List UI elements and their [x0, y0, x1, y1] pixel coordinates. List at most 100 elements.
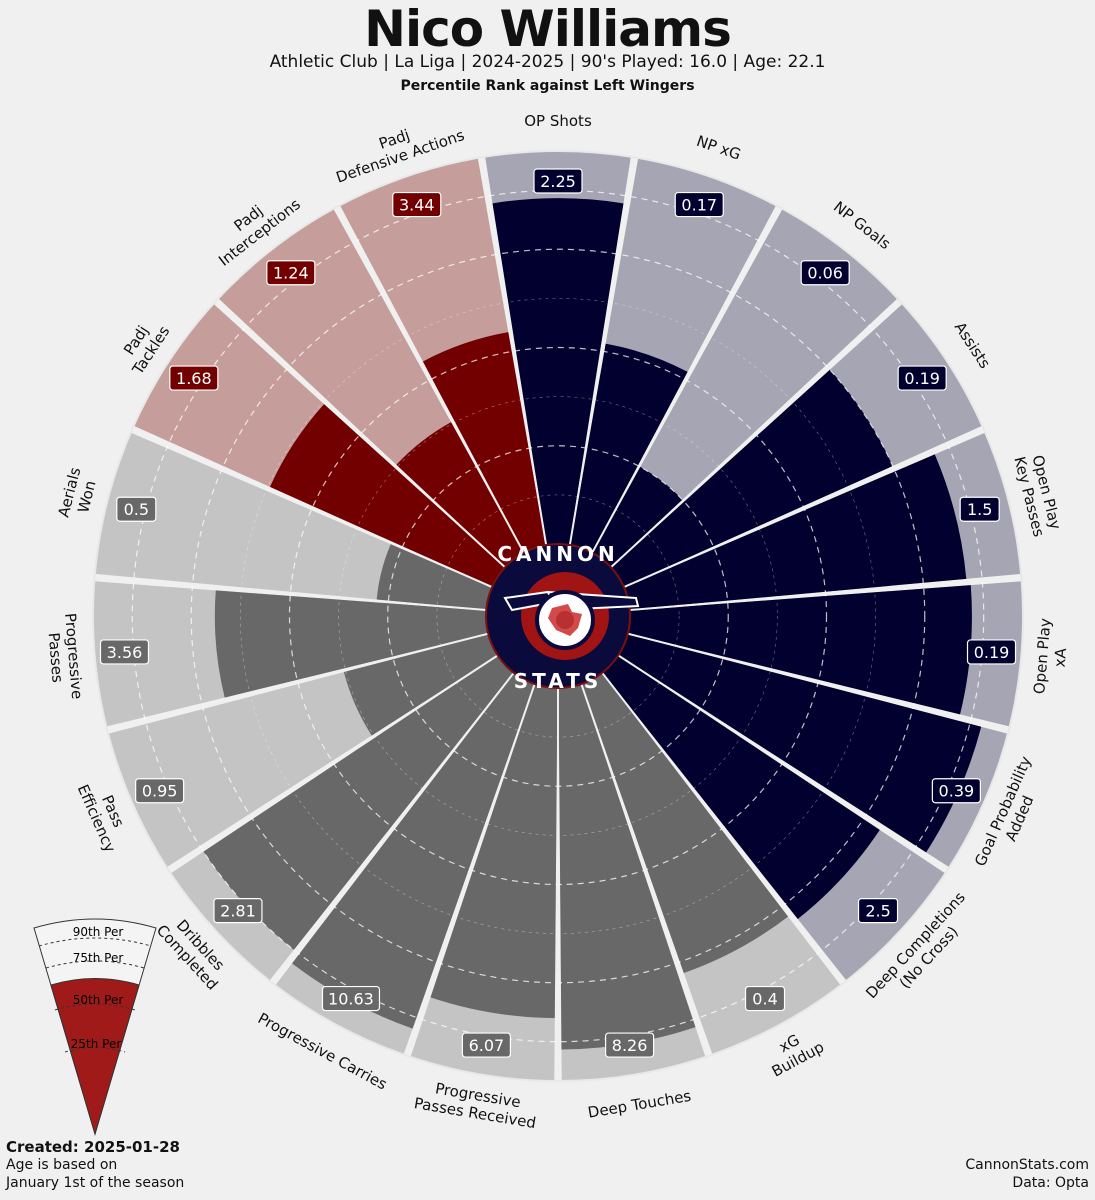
value-label-box: [800, 260, 850, 286]
slice-separator: [271, 672, 515, 984]
slice-separator: [480, 157, 548, 546]
value-label-box: [116, 496, 157, 522]
value-label: 2.5: [857, 898, 899, 924]
slice-bar: [376, 544, 492, 610]
value-label-box: [674, 191, 724, 218]
slice-bar: [269, 404, 505, 587]
site-credit: CannonStats.com: [965, 1157, 1089, 1173]
slice-bar-group: [203, 198, 982, 1050]
value-label: 0.19: [966, 639, 1017, 665]
value-label: 0.06: [800, 260, 850, 286]
slice-bar: [558, 684, 696, 1050]
slice-separator: [106, 632, 489, 732]
value-label-box: [533, 168, 583, 194]
slice-separator: [131, 428, 493, 588]
slice-separator: [94, 576, 487, 612]
metric-label: ProgressivePasses Received: [413, 1076, 541, 1132]
slice-bar: [570, 343, 688, 553]
value-label-box: [169, 365, 219, 391]
metric-label-line: Assists: [951, 319, 994, 372]
value-label-text: 0.5: [124, 500, 149, 519]
value-label-text: 0.06: [807, 264, 843, 283]
metric-label: AerialsWon: [54, 465, 101, 523]
comparison-caption: Percentile Rank against Left Wingers: [400, 78, 695, 94]
value-label-text: 1.5: [967, 500, 992, 519]
value-label-box: [461, 1032, 512, 1058]
slice-separator: [610, 300, 901, 568]
value-label: 0.39: [931, 778, 981, 804]
value-label: 2.25: [533, 168, 583, 194]
slice-background: [592, 208, 898, 567]
slice-separator: [335, 206, 525, 554]
footer-created: Created: 2025-01-28 Age is based on Janu…: [6, 1138, 184, 1192]
slice-bar: [214, 590, 489, 698]
slice-bar: [292, 673, 535, 1029]
created-date: Created: 2025-01-28: [6, 1138, 180, 1156]
slice-bar: [430, 684, 558, 1019]
slice-bar: [611, 369, 893, 587]
metric-label: OP Shots: [524, 112, 592, 130]
value-label-text: 6.07: [469, 1036, 505, 1055]
metric-label: NP xG: [694, 132, 743, 164]
slice-separator: [601, 672, 845, 984]
value-label: 0.95: [135, 778, 185, 804]
slice-separator: [580, 683, 710, 1057]
slice-bar: [203, 655, 514, 950]
metric-label: Deep Touches: [587, 1087, 693, 1122]
value-label: 6.07: [461, 1032, 512, 1058]
age-note-line1: Age is based on: [6, 1157, 118, 1173]
outer-ring: [92, 150, 1024, 1082]
value-label-box: [744, 985, 786, 1012]
value-label-box: [135, 778, 185, 804]
value-label: 0.5: [116, 496, 157, 522]
metric-label: Open PlayKey Passes: [1010, 450, 1065, 539]
slice-separator: [568, 157, 636, 546]
value-label-text: 2.81: [220, 902, 256, 921]
legend-90-label: 90th Per: [73, 925, 124, 939]
slice-bar: [624, 454, 967, 610]
value-label-text: 8.26: [612, 1036, 648, 1055]
metric-label-line: Deep Touches: [587, 1087, 693, 1122]
slice-bar: [492, 198, 624, 545]
slice-bar: [396, 422, 524, 567]
metric-label: ProgressivePasses: [43, 612, 86, 701]
player-name-title: Nico Williams: [364, 0, 732, 58]
slice-bar: [422, 332, 546, 553]
value-label-box: [99, 639, 150, 665]
value-label-text: 2.25: [540, 172, 576, 191]
footer-source: CannonStats.com Data: Opta: [965, 1156, 1089, 1192]
value-label-box: [897, 365, 947, 391]
value-label: 1.24: [266, 260, 316, 286]
value-label-text: 0.95: [142, 782, 178, 801]
value-label-box: [266, 260, 316, 286]
slice-separator: [617, 654, 948, 872]
slice-separator: [406, 683, 536, 1057]
slice-bar: [618, 634, 982, 853]
metric-label: Assists: [951, 319, 994, 372]
legend-75-label: 75th Per: [73, 951, 124, 965]
value-label-text: 0.19: [974, 643, 1010, 662]
value-label-box: [321, 985, 381, 1012]
slice-bar: [592, 466, 683, 567]
legend-25-label: 25th Per: [71, 1037, 122, 1051]
value-label-box: [213, 898, 263, 924]
value-label-box: [931, 778, 981, 804]
value-label-text: 0.17: [681, 196, 717, 215]
value-label-text: 1.24: [273, 264, 309, 283]
slice-bar: [602, 655, 880, 920]
value-label: 0.17: [674, 191, 724, 218]
value-label-text: 3.56: [107, 643, 143, 662]
metric-label-line: Passes: [45, 632, 67, 684]
value-label-box: [959, 496, 1000, 522]
value-label: 2.81: [213, 898, 263, 924]
logo-top-text: CANNON: [497, 542, 618, 566]
value-label-box: [966, 639, 1017, 665]
value-label-box: [857, 898, 899, 924]
slice-bar: [343, 634, 498, 736]
metric-label-line: NP xG: [694, 132, 743, 164]
slice-separator: [623, 428, 985, 588]
value-label: 1.5: [959, 496, 1000, 522]
value-label: 8.26: [604, 1032, 655, 1058]
value-label-group: 2.25 0.17 0.06 0.19 1.5 0.19 0.39 2.5 0.4 8.26 6.0…: [99, 168, 1017, 1058]
